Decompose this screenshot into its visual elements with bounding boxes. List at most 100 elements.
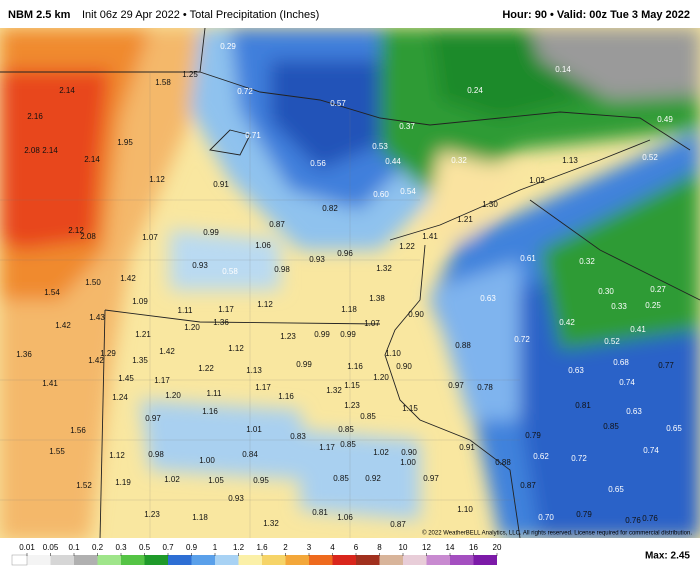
point-value: 0.98 bbox=[274, 265, 290, 274]
point-value: 0.27 bbox=[650, 285, 666, 294]
point-value: 1.09 bbox=[132, 297, 148, 306]
point-value: 1.02 bbox=[373, 448, 389, 457]
point-value: 0.74 bbox=[619, 378, 635, 387]
colorbar-tick-label: 0.7 bbox=[162, 543, 174, 552]
point-value: 1.42 bbox=[120, 274, 136, 283]
point-value: 1.10 bbox=[385, 349, 401, 358]
point-value: 1.15 bbox=[402, 404, 418, 413]
point-value: 0.41 bbox=[630, 325, 646, 334]
colorbar-tick-label: 4 bbox=[330, 543, 335, 552]
colorbar-swatch bbox=[74, 555, 98, 565]
point-value: 1.29 bbox=[100, 349, 116, 358]
point-value: 1.50 bbox=[85, 278, 101, 287]
colorbar-swatch bbox=[191, 555, 215, 565]
point-value: 0.93 bbox=[192, 261, 208, 270]
colorbar-tick-label: 6 bbox=[354, 543, 359, 552]
colorbar-tick-label: 12 bbox=[422, 543, 431, 552]
point-value: 1.17 bbox=[255, 383, 271, 392]
point-value: 0.49 bbox=[657, 115, 673, 124]
point-value: 0.92 bbox=[365, 474, 381, 483]
point-value: 0.14 bbox=[555, 65, 571, 74]
point-value: 0.78 bbox=[477, 383, 493, 392]
colorbar-swatch bbox=[262, 555, 286, 565]
point-value: 1.18 bbox=[192, 513, 208, 522]
point-value: 1.21 bbox=[457, 215, 473, 224]
point-value: 1.42 bbox=[55, 321, 71, 330]
colorbar-tick-label: 0.01 bbox=[19, 543, 35, 552]
colorbar-tick-label: 0.05 bbox=[43, 543, 59, 552]
point-value: 1.55 bbox=[49, 447, 65, 456]
point-value: 0.93 bbox=[309, 255, 325, 264]
colorbar-tick-label: 1 bbox=[213, 543, 218, 552]
point-value: 1.32 bbox=[326, 386, 342, 395]
point-value: 1.36 bbox=[16, 350, 32, 359]
colorbar-swatch bbox=[121, 555, 145, 565]
point-value: 0.42 bbox=[559, 318, 575, 327]
point-value: 0.98 bbox=[148, 450, 164, 459]
copyright: © 2022 WeatherBELL Analytics, LLC. All r… bbox=[422, 530, 692, 537]
colorbar-swatch bbox=[450, 555, 474, 565]
colorbar-swatch bbox=[50, 555, 74, 565]
point-value: 1.02 bbox=[529, 176, 545, 185]
point-value: 1.16 bbox=[278, 392, 294, 401]
colorbar-swatch bbox=[309, 555, 333, 565]
point-value: 1.38 bbox=[369, 294, 385, 303]
county-lines bbox=[0, 72, 520, 538]
point-value: 1.35 bbox=[132, 356, 148, 365]
init-title: Init 06z 29 Apr 2022 • Total Precipitati… bbox=[82, 9, 319, 21]
point-value: 1.00 bbox=[199, 456, 215, 465]
colorbar-tick-label: 1.2 bbox=[233, 543, 245, 552]
model: NBM 2.5 km bbox=[8, 9, 71, 21]
point-value: 0.70 bbox=[538, 513, 554, 522]
point-value: 0.37 bbox=[399, 122, 415, 131]
point-value: 1.20 bbox=[373, 373, 389, 382]
point-value: 0.88 bbox=[455, 341, 471, 350]
point-value: 0.85 bbox=[333, 474, 349, 483]
point-value: 1.12 bbox=[228, 344, 244, 353]
point-value: 1.10 bbox=[457, 505, 473, 514]
point-value: 0.83 bbox=[290, 432, 306, 441]
colorbar-swatch bbox=[27, 555, 51, 565]
point-value: 1.17 bbox=[154, 376, 170, 385]
colorbar-tick-label: 0.1 bbox=[68, 543, 80, 552]
point-value: 1.11 bbox=[207, 389, 223, 398]
point-value: 0.90 bbox=[396, 362, 412, 371]
point-value: 1.36 bbox=[213, 318, 229, 327]
colorbar-tick-label: 16 bbox=[469, 543, 478, 552]
point-value: 0.74 bbox=[643, 446, 659, 455]
colorbar-swatch bbox=[403, 555, 427, 565]
point-value: 0.32 bbox=[451, 156, 467, 165]
point-value: 1.15 bbox=[344, 381, 360, 390]
point-value: 1.01 bbox=[246, 425, 262, 434]
point-value: 1.18 bbox=[341, 305, 357, 314]
point-value: 2.08 bbox=[24, 146, 40, 155]
point-value: 0.99 bbox=[203, 228, 219, 237]
point-value: 1.58 bbox=[155, 78, 171, 87]
point-value: 0.65 bbox=[608, 485, 624, 494]
max-value: Max: 2.45 bbox=[645, 551, 690, 562]
point-value: 1.23 bbox=[144, 510, 160, 519]
point-value: 0.33 bbox=[611, 302, 627, 311]
point-value: 0.71 bbox=[245, 131, 261, 140]
point-value: 1.52 bbox=[76, 481, 92, 490]
colorbar-tick-label: 10 bbox=[399, 543, 408, 552]
point-value: 0.53 bbox=[372, 142, 388, 151]
point-value: 1.07 bbox=[142, 233, 158, 242]
point-value: 1.22 bbox=[399, 242, 415, 251]
point-value: 0.24 bbox=[467, 86, 483, 95]
colorbar-swatch bbox=[356, 555, 380, 565]
point-value: 0.72 bbox=[237, 87, 253, 96]
colorbar-tick-label: 0.2 bbox=[92, 543, 104, 552]
point-value: 1.45 bbox=[118, 374, 134, 383]
point-value: 0.81 bbox=[575, 401, 591, 410]
point-value: 0.76 bbox=[642, 514, 658, 523]
point-value: 0.63 bbox=[568, 366, 584, 375]
colorbar-swatch bbox=[285, 555, 309, 565]
point-value: 0.61 bbox=[520, 254, 536, 263]
point-value: 0.85 bbox=[360, 412, 376, 421]
point-value: 0.63 bbox=[626, 407, 642, 416]
point-value: 1.12 bbox=[257, 300, 273, 309]
point-value: 1.32 bbox=[263, 519, 279, 528]
point-value: 1.20 bbox=[184, 323, 200, 332]
header-bar bbox=[0, 0, 700, 28]
